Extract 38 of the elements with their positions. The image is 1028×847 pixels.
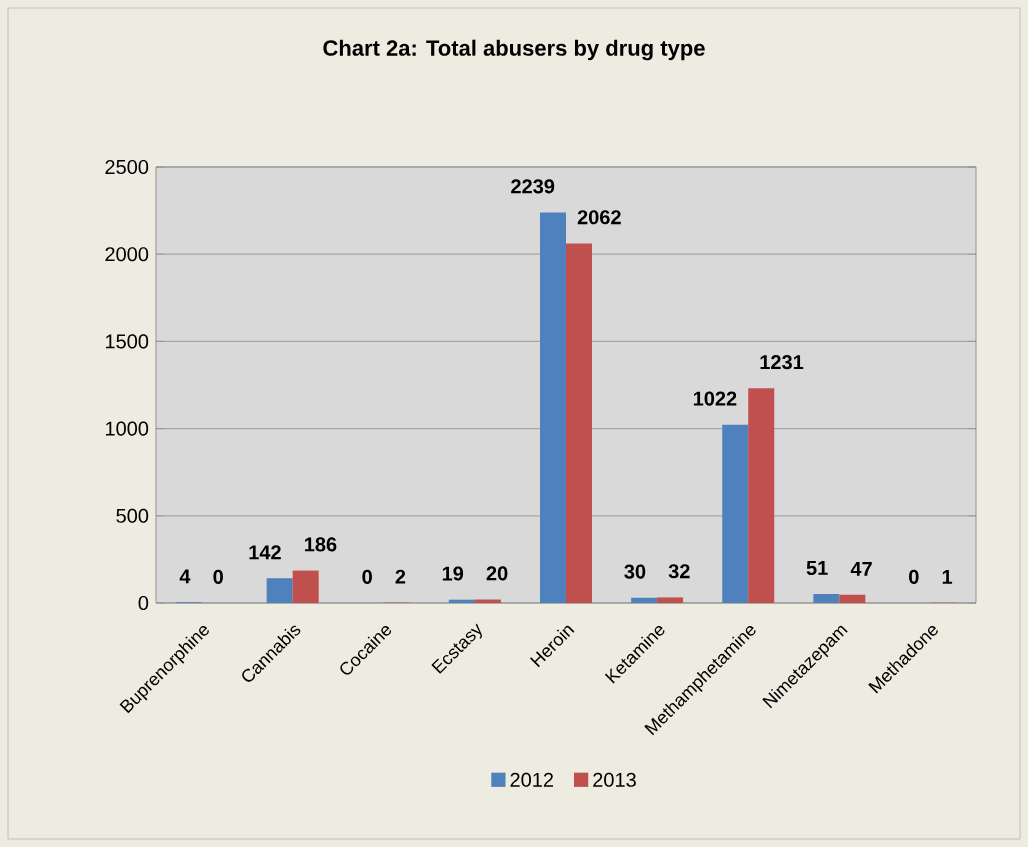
data-label: 2239: [511, 179, 555, 194]
data-label: 1022: [693, 391, 737, 406]
data-label: 186: [304, 537, 337, 552]
data-label: 1231: [760, 355, 804, 370]
bar: [722, 424, 749, 603]
y-tick-label: 0: [138, 595, 149, 611]
data-label: 0: [213, 569, 223, 584]
bar: [540, 212, 566, 603]
legend-label: 2013: [593, 772, 636, 787]
data-label: 30: [624, 564, 646, 579]
y-tick-label: 1500: [105, 334, 149, 349]
bar: [813, 594, 840, 603]
bar: [839, 594, 866, 603]
bar: [631, 597, 658, 603]
data-label: 0: [909, 569, 919, 584]
data-label: 142: [249, 545, 281, 560]
chart-title: Chart 2a: Total abusers by drug type: [323, 39, 705, 61]
data-label: 32: [668, 564, 690, 579]
bar: [566, 243, 592, 603]
data-label: 0: [362, 569, 372, 584]
y-tick-label: 500: [116, 508, 149, 523]
data-label: 51: [806, 561, 828, 576]
data-label: 2062: [577, 210, 621, 225]
y-tick-label: 1000: [105, 421, 149, 436]
bar: [657, 597, 684, 603]
y-tick-label: 2000: [105, 247, 149, 262]
y-tick-label: 2500: [105, 159, 149, 175]
data-label: 19: [442, 566, 464, 581]
legend-label: 2012: [510, 772, 553, 787]
bar: [292, 570, 319, 603]
data-label: 2: [395, 569, 406, 584]
data-label: 1: [942, 569, 953, 584]
data-label: 47: [850, 561, 872, 576]
data-label: 20: [486, 566, 508, 581]
bar: [266, 578, 293, 603]
bar: [448, 599, 475, 603]
data-label: 4: [179, 569, 191, 584]
bar: [748, 388, 775, 603]
